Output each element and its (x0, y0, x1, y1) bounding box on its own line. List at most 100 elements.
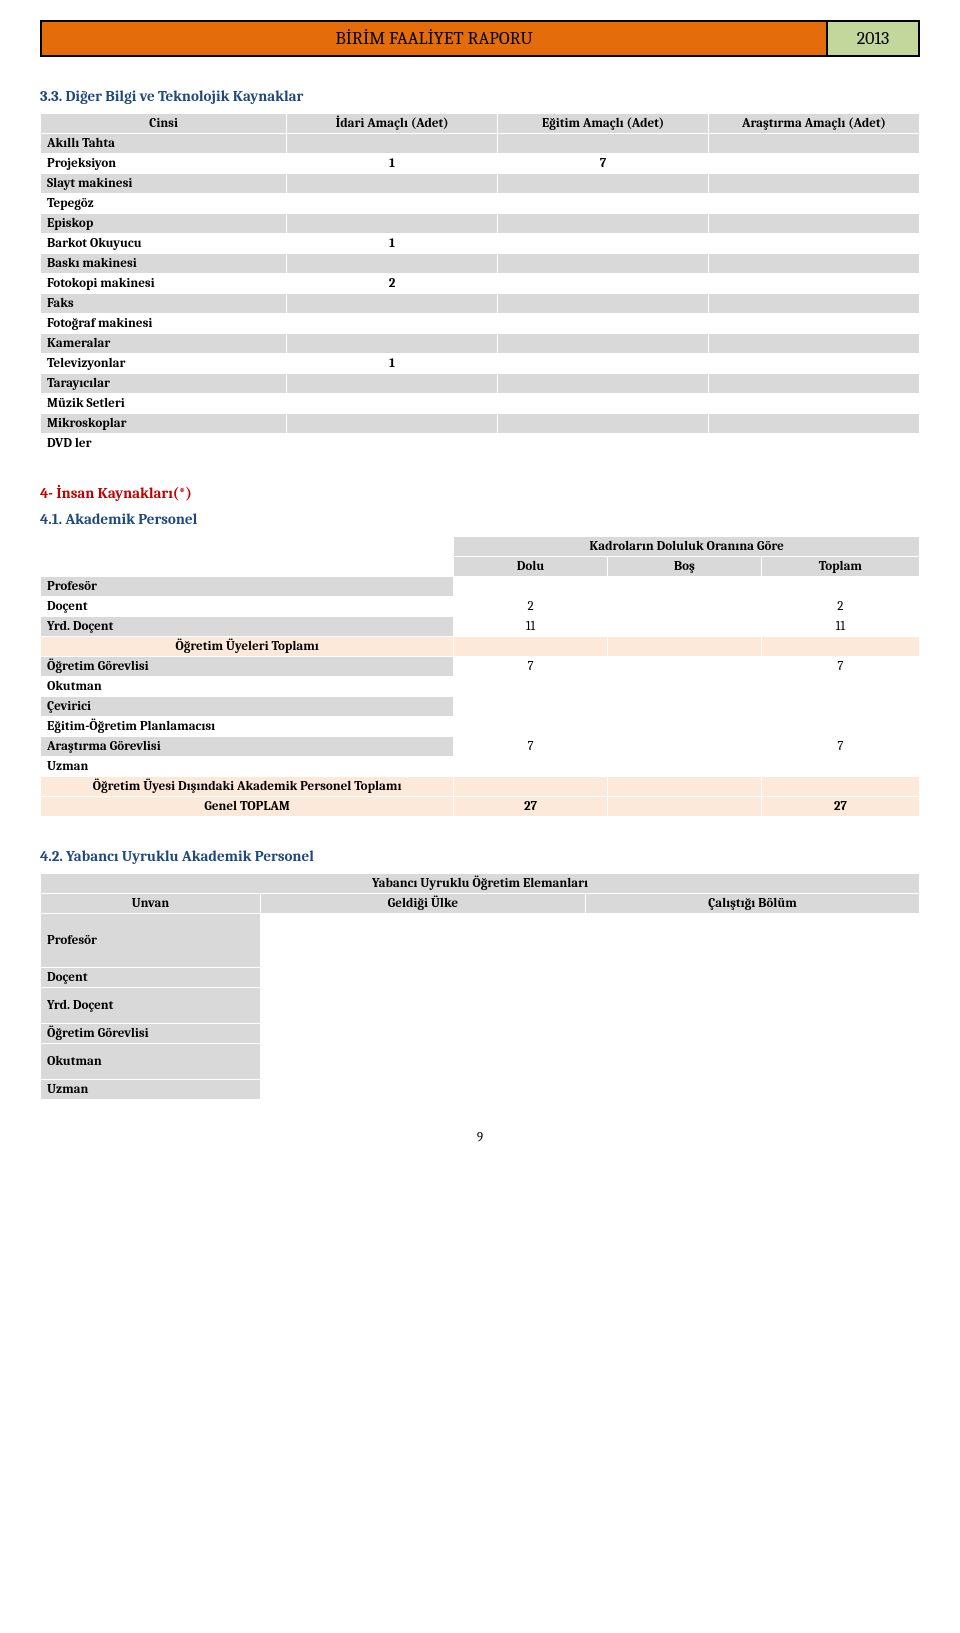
table-row: Genel TOPLAM2727 (41, 797, 920, 817)
table-row: Yrd. Doçent1111 (41, 617, 920, 637)
cell-calistigi (585, 914, 919, 932)
table-row: Baskı makinesi (41, 254, 920, 274)
cell-arastirma (709, 254, 920, 274)
cell-calistigi (585, 1080, 919, 1100)
col-geldigi: Geldiği Ülke (260, 894, 585, 914)
table-row: Araştırma Görevlisi77 (41, 737, 920, 757)
cell-idari: 1 (287, 354, 498, 374)
cell-egitim (498, 194, 709, 214)
cell-dolu (454, 577, 608, 597)
cell-arastirma (709, 134, 920, 154)
table-row: Fotokopi makinesi2 (41, 274, 920, 294)
col-arastirma: Araştırma Amaçlı (Adet) (709, 114, 920, 134)
resources-table: Cinsi İdari Amaçlı (Adet) Eğitim Amaçlı … (40, 113, 920, 454)
cell-arastirma (709, 374, 920, 394)
cell-calistigi (585, 988, 919, 1006)
cell-bos (607, 657, 761, 677)
cell-arastirma (709, 234, 920, 254)
cell-arastirma (709, 294, 920, 314)
section-title-4: 4- İnsan Kaynakları(*) (40, 484, 920, 502)
cell-egitim (498, 234, 709, 254)
cell-geldigi (260, 950, 585, 968)
cell-idari (287, 134, 498, 154)
row-label: Doçent (41, 968, 261, 988)
table-subheader-row: Dolu Boş Toplam (41, 557, 920, 577)
cell-calistigi (585, 932, 919, 950)
cell-arastirma (709, 414, 920, 434)
cell-idari (287, 194, 498, 214)
row-label: Projeksiyon (41, 154, 287, 174)
cell-arastirma (709, 314, 920, 334)
report-year: 2013 (828, 22, 918, 55)
row-label: Tarayıcılar (41, 374, 287, 394)
row-label: Profesör (41, 577, 454, 597)
table-row: Faks (41, 294, 920, 314)
table-row: Doçent (41, 968, 920, 988)
table-row: Barkot Okuyucu1 (41, 234, 920, 254)
cell-toplam: 7 (761, 657, 919, 677)
cell-arastirma (709, 274, 920, 294)
cell-idari (287, 214, 498, 234)
row-label: Akıllı Tahta (41, 134, 287, 154)
cell-dolu: 11 (454, 617, 608, 637)
cell-geldigi (260, 1080, 585, 1100)
row-label: Eğitim-Öğretim Planlamacısı (41, 717, 454, 737)
table-row: DVD ler (41, 434, 920, 454)
col-dolu: Dolu (454, 557, 608, 577)
cell-egitim (498, 294, 709, 314)
cell-geldigi (260, 1044, 585, 1062)
row-label: Öğretim Üyeleri Toplamı (41, 637, 454, 657)
cell-bos (607, 777, 761, 797)
cell-arastirma (709, 434, 920, 454)
cell-idari (287, 414, 498, 434)
cell-egitim: 7 (498, 154, 709, 174)
cell-idari: 2 (287, 274, 498, 294)
table-row: Öğretim Görevlisi77 (41, 657, 920, 677)
col-calistigi: Çalıştığı Bölüm (585, 894, 919, 914)
cell-idari (287, 314, 498, 334)
table-row: Fotoğraf makinesi (41, 314, 920, 334)
table-row: Müzik Setleri (41, 394, 920, 414)
cell-toplam (761, 777, 919, 797)
page-number: 9 (40, 1130, 920, 1145)
cell-toplam (761, 677, 919, 697)
table-row: Yrd. Doçent (41, 988, 920, 1006)
cell-idari (287, 254, 498, 274)
cell-dolu: 7 (454, 657, 608, 677)
cell-bos (607, 577, 761, 597)
col-bos: Boş (607, 557, 761, 577)
table-row: Eğitim-Öğretim Planlamacısı (41, 717, 920, 737)
cell-idari: 1 (287, 234, 498, 254)
row-label: Barkot Okuyucu (41, 234, 287, 254)
section-title-3-3: 3.3. Diğer Bilgi ve Teknolojik Kaynaklar (40, 87, 920, 105)
row-label: Episkop (41, 214, 287, 234)
table-row: Akıllı Tahta (41, 134, 920, 154)
cell-egitim (498, 314, 709, 334)
table-row: Mikroskoplar (41, 414, 920, 434)
cell-toplam (761, 577, 919, 597)
cell-dolu: 27 (454, 797, 608, 817)
table-row: Projeksiyon17 (41, 154, 920, 174)
cell-egitim (498, 214, 709, 234)
academic-personnel-table: Kadroların Doluluk Oranına Göre Dolu Boş… (40, 536, 920, 817)
table-row: Uzman (41, 757, 920, 777)
cell-dolu (454, 777, 608, 797)
row-label: Doçent (41, 597, 454, 617)
table-row: Okutman (41, 677, 920, 697)
table-row: Episkop (41, 214, 920, 234)
cell-egitim (498, 334, 709, 354)
row-label: Uzman (41, 1080, 261, 1100)
table-row: Öğretim Görevlisi (41, 1024, 920, 1044)
table-row: Profesör (41, 914, 920, 932)
cell-arastirma (709, 334, 920, 354)
row-label: Öğretim Görevlisi (41, 657, 454, 677)
header-yabanci: Yabancı Uyruklu Öğretim Elemanları (41, 874, 920, 894)
cell-geldigi (260, 1006, 585, 1024)
col-idari: İdari Amaçlı (Adet) (287, 114, 498, 134)
cell-dolu: 7 (454, 737, 608, 757)
row-label: Öğretim Üyesi Dışındaki Akademik Persone… (41, 777, 454, 797)
row-label: DVD ler (41, 434, 287, 454)
table-row: Kameralar (41, 334, 920, 354)
row-label: Okutman (41, 677, 454, 697)
cell-idari (287, 434, 498, 454)
